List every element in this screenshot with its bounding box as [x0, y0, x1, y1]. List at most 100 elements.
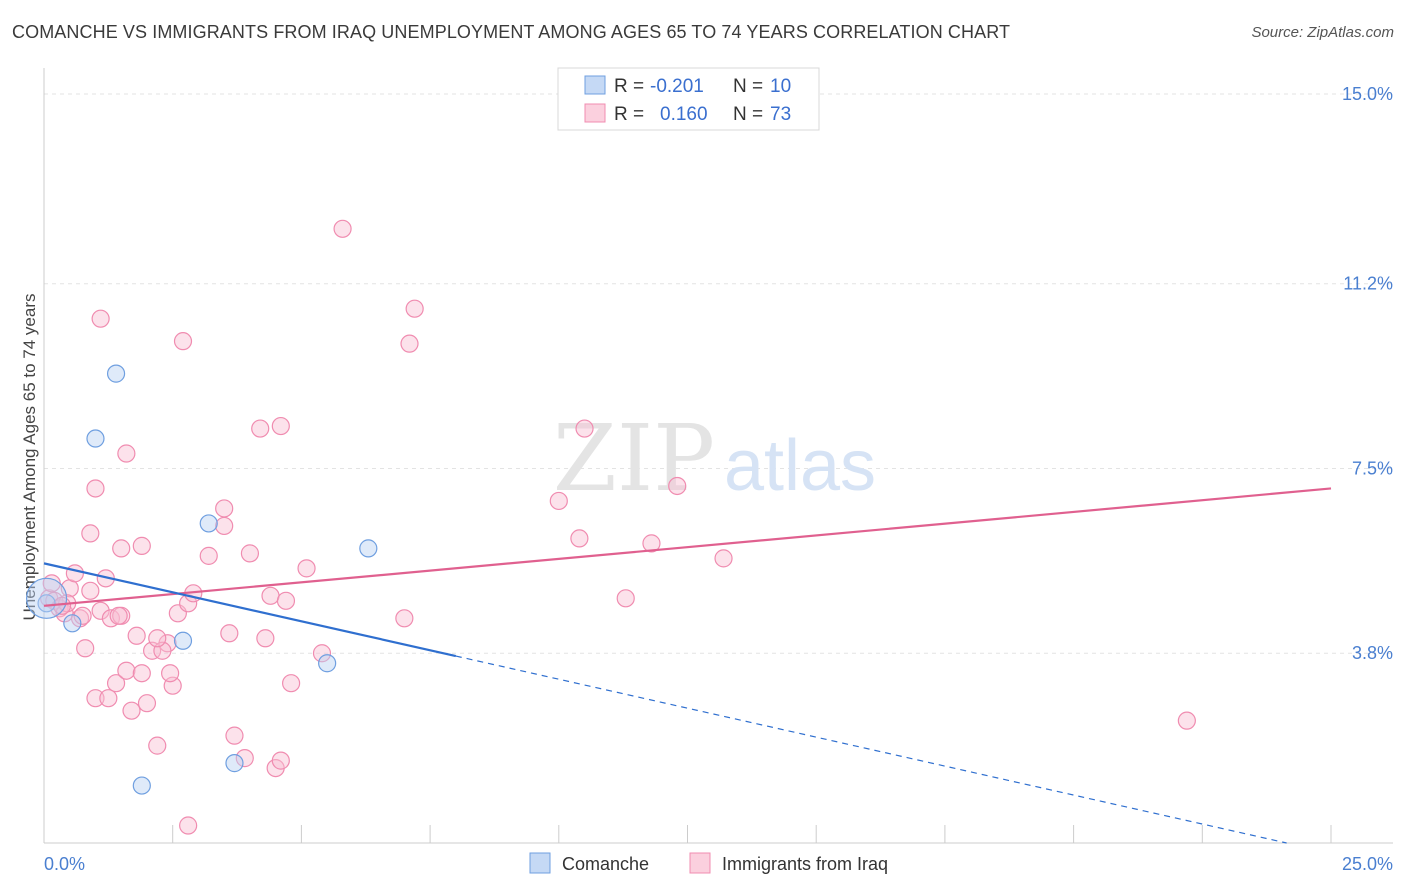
- iraq-point: [76, 639, 95, 658]
- iraq-point: [405, 299, 424, 318]
- iraq-point: [132, 536, 151, 555]
- iraq-point: [91, 601, 110, 620]
- iraq-point: [333, 219, 352, 238]
- iraq-point: [81, 581, 100, 600]
- series-iraq-points: [40, 219, 1196, 835]
- legend-n-value-iraq: 73: [770, 104, 791, 125]
- iraq-point: [132, 664, 151, 683]
- iraq-point: [235, 749, 254, 768]
- iraq-point: [240, 544, 260, 563]
- iraq-point: [199, 546, 218, 565]
- iraq-point: [282, 674, 301, 693]
- iraq-point: [575, 419, 594, 438]
- x-tick-label-1: 25.0%: [1342, 854, 1393, 874]
- iraq-point: [148, 736, 167, 755]
- iraq-point: [271, 751, 290, 770]
- iraq-point: [668, 476, 687, 496]
- x-tick-label-0: 0.0%: [44, 854, 85, 874]
- comanche-point: [86, 429, 105, 448]
- comanche-cluster-point: [25, 577, 68, 619]
- watermark-atlas: atlas: [724, 426, 876, 506]
- iraq-point: [297, 559, 316, 578]
- iraq-point: [161, 664, 180, 683]
- watermark: ZIP atlas: [553, 405, 876, 512]
- iraq-point: [215, 516, 234, 536]
- legend-swatch-iraq: [584, 103, 606, 123]
- iraq-trend-line: [43, 487, 1332, 607]
- legend-n-label-iraq: N =: [733, 104, 763, 125]
- iraq-point: [400, 334, 419, 353]
- legend-r-value-iraq: 0.160: [660, 104, 708, 125]
- y-tick-label: 15.0%: [1342, 84, 1393, 104]
- iraq-point: [395, 609, 414, 628]
- iraq-point: [117, 661, 136, 680]
- y-tick-label: 3.8%: [1352, 643, 1393, 663]
- legend-r-label-iraq: R =: [614, 104, 644, 125]
- comanche-point: [106, 364, 126, 383]
- iraq-point: [91, 309, 110, 328]
- iraq-point: [271, 416, 290, 436]
- bottom-legend-swatch-iraq: [689, 852, 711, 874]
- iraq-point: [261, 586, 280, 605]
- tick-labels: 0.0% 25.0% 3.8% 7.5% 11.2% 15.0%: [44, 84, 1393, 874]
- iraq-point: [73, 606, 92, 625]
- top-legend: R = -0.201 N = 10 R = 0.160 N = 73: [557, 67, 820, 131]
- grid-lines: [44, 93, 1393, 654]
- watermark-zip: ZIP: [553, 405, 715, 512]
- iraq-point: [137, 694, 157, 713]
- iraq-point: [276, 591, 296, 610]
- comanche-point: [225, 754, 244, 773]
- legend-swatch-comanche: [584, 75, 606, 95]
- trend-lines: [43, 487, 1332, 844]
- chart-title: COMANCHE VS IMMIGRANTS FROM IRAQ UNEMPLO…: [12, 22, 1011, 42]
- iraq-point: [256, 629, 275, 648]
- iraq-point: [251, 419, 270, 438]
- y-tick-label: 11.2%: [1343, 274, 1393, 294]
- iraq-point: [117, 444, 136, 463]
- iraq-point: [122, 701, 141, 720]
- iraq-point: [225, 726, 244, 745]
- comanche-point: [359, 539, 378, 558]
- comanche-point: [318, 654, 337, 673]
- comanche-point: [63, 614, 82, 633]
- comanche-point: [132, 776, 151, 795]
- bottom-legend: Comanche Immigrants from Iraq: [529, 852, 888, 874]
- iraq-point: [112, 539, 131, 558]
- legend-r-value-comanche: -0.201: [650, 76, 704, 97]
- iraq-point: [86, 689, 105, 708]
- iraq-point: [106, 674, 126, 693]
- iraq-point: [81, 524, 100, 543]
- bottom-legend-comanche: Comanche: [562, 854, 649, 874]
- legend-r-label-comanche: R =: [614, 76, 644, 97]
- legend-n-value-comanche: 10: [770, 76, 791, 97]
- iraq-point: [86, 479, 105, 498]
- comanche-trend-extension: [455, 655, 1287, 844]
- legend-n-label-comanche: N =: [733, 76, 763, 97]
- comanche-trend-line: [43, 562, 457, 658]
- iraq-point: [65, 564, 84, 583]
- iraq-point: [99, 689, 118, 708]
- comanche-point: [173, 631, 193, 650]
- axes: [43, 68, 1393, 844]
- y-tick-label: 7.5%: [1352, 458, 1393, 478]
- iraq-point: [616, 589, 635, 608]
- bottom-legend-swatch-comanche: [529, 852, 551, 874]
- iraq-point: [642, 534, 661, 553]
- iraq-point: [179, 816, 198, 835]
- iraq-point: [1177, 711, 1196, 730]
- source-label: Source: ZipAtlas.com: [1251, 24, 1394, 41]
- iraq-point: [109, 606, 128, 625]
- iraq-point: [127, 626, 146, 645]
- iraq-point: [215, 499, 234, 518]
- comanche-point: [199, 514, 218, 533]
- iraq-point: [570, 529, 589, 548]
- iraq-point: [714, 549, 733, 568]
- bottom-legend-iraq: Immigrants from Iraq: [722, 854, 888, 874]
- iraq-point: [220, 624, 239, 643]
- series-comanche-points: [25, 364, 378, 795]
- iraq-point: [549, 491, 568, 511]
- iraq-point: [312, 644, 332, 663]
- iraq-point: [148, 629, 167, 648]
- iraq-point: [173, 332, 193, 351]
